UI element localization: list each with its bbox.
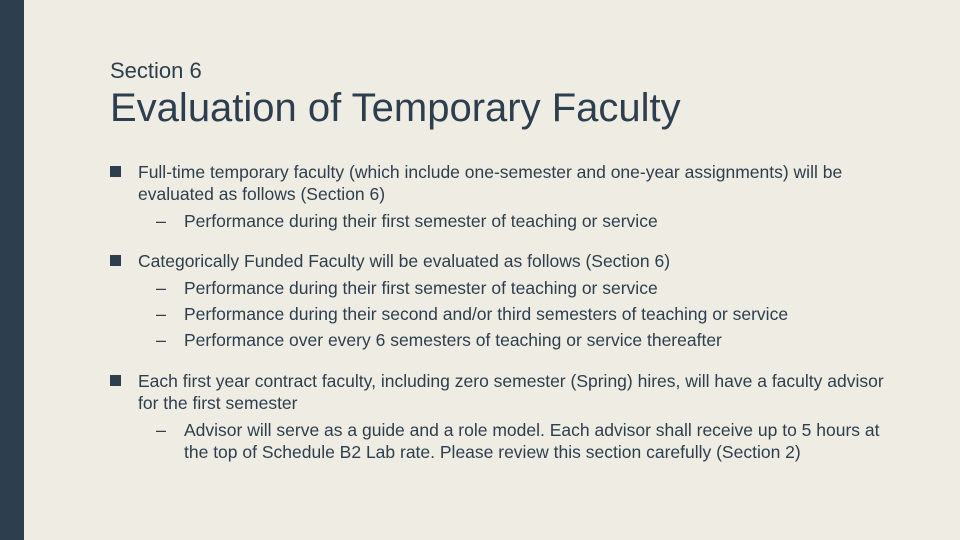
bullet-list: Full-time temporary faculty (which inclu…	[110, 161, 900, 463]
page-title: Evaluation of Temporary Faculty	[110, 86, 900, 131]
sub-item: Performance during their second and/or t…	[148, 303, 900, 325]
sub-item: Performance during their first semester …	[148, 210, 900, 232]
section-label: Section 6	[110, 58, 900, 84]
sub-list: Performance during their first semester …	[138, 277, 900, 352]
sub-list: Performance during their first semester …	[138, 210, 900, 232]
bullet-text: Full-time temporary faculty (which inclu…	[138, 162, 842, 204]
slide-content: Section 6 Evaluation of Temporary Facult…	[110, 58, 900, 481]
sub-item: Performance during their first semester …	[148, 277, 900, 299]
sub-item: Performance over every 6 semesters of te…	[148, 329, 900, 351]
list-item: Each first year contract faculty, includ…	[110, 370, 900, 464]
list-item: Categorically Funded Faculty will be eva…	[110, 250, 900, 352]
sub-list: Advisor will serve as a guide and a role…	[138, 419, 900, 464]
list-item: Full-time temporary faculty (which inclu…	[110, 161, 900, 232]
bullet-text: Each first year contract faculty, includ…	[138, 371, 884, 413]
sub-item: Advisor will serve as a guide and a role…	[148, 419, 900, 464]
bullet-text: Categorically Funded Faculty will be eva…	[138, 251, 670, 271]
accent-bar	[0, 0, 24, 540]
